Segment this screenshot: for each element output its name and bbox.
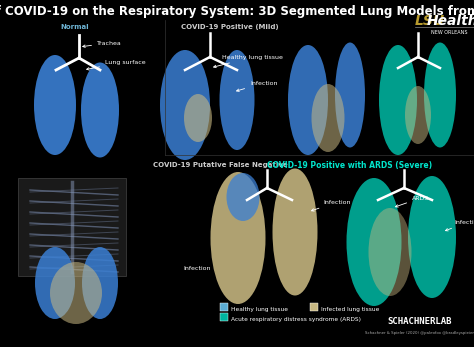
Text: COVID-19 Positive (Mild): COVID-19 Positive (Mild) [181,24,279,30]
Ellipse shape [50,262,102,324]
Text: Healthy lung tissue: Healthy lung tissue [231,306,288,312]
Ellipse shape [405,86,431,144]
Ellipse shape [379,45,417,155]
Ellipse shape [368,208,411,296]
Text: Lung surface: Lung surface [87,59,146,70]
Ellipse shape [210,172,265,304]
Text: Healthy lung tissue: Healthy lung tissue [214,54,283,68]
Ellipse shape [82,247,118,319]
Ellipse shape [35,247,75,319]
FancyBboxPatch shape [18,178,126,276]
Text: Infected lung tissue: Infected lung tissue [321,306,379,312]
Text: ARDS: ARDS [395,195,429,207]
Ellipse shape [408,176,456,298]
Ellipse shape [160,50,210,160]
Text: Infection: Infection [183,265,211,271]
Text: Impact of COVID-19 on the Respiratory System: 3D Segmented Lung Models from CT D: Impact of COVID-19 on the Respiratory Sy… [0,5,474,17]
FancyBboxPatch shape [310,303,318,311]
Text: COVID-19 Positive with ARDS (Severe): COVID-19 Positive with ARDS (Severe) [267,161,433,169]
Text: LSU: LSU [415,14,445,28]
Ellipse shape [34,55,76,155]
Text: Health: Health [427,14,474,28]
Ellipse shape [219,50,255,150]
FancyBboxPatch shape [220,303,228,311]
Ellipse shape [288,45,328,155]
Text: Schachner & Spieler (2020) @paleofox @bradleyspieier: Schachner & Spieler (2020) @paleofox @br… [365,331,474,335]
Text: NEW ORLEANS: NEW ORLEANS [431,29,467,34]
Text: Trachea: Trachea [82,41,122,48]
Text: Infection: Infection [311,200,350,211]
Text: Normal: Normal [61,24,89,30]
Ellipse shape [335,42,365,147]
Ellipse shape [311,84,345,152]
Ellipse shape [81,62,119,158]
Ellipse shape [346,178,401,306]
Text: Infection: Infection [237,81,277,92]
Text: COVID-19 Putative False Negative: COVID-19 Putative False Negative [153,162,287,168]
Ellipse shape [227,173,259,221]
Text: Infection: Infection [446,220,474,231]
Ellipse shape [273,169,318,296]
Text: SCHACHNERLAB: SCHACHNERLAB [388,318,452,327]
Ellipse shape [424,42,456,147]
Text: Acute respiratory distress syndrome (ARDS): Acute respiratory distress syndrome (ARD… [231,316,361,322]
FancyBboxPatch shape [220,313,228,321]
Ellipse shape [184,94,212,142]
